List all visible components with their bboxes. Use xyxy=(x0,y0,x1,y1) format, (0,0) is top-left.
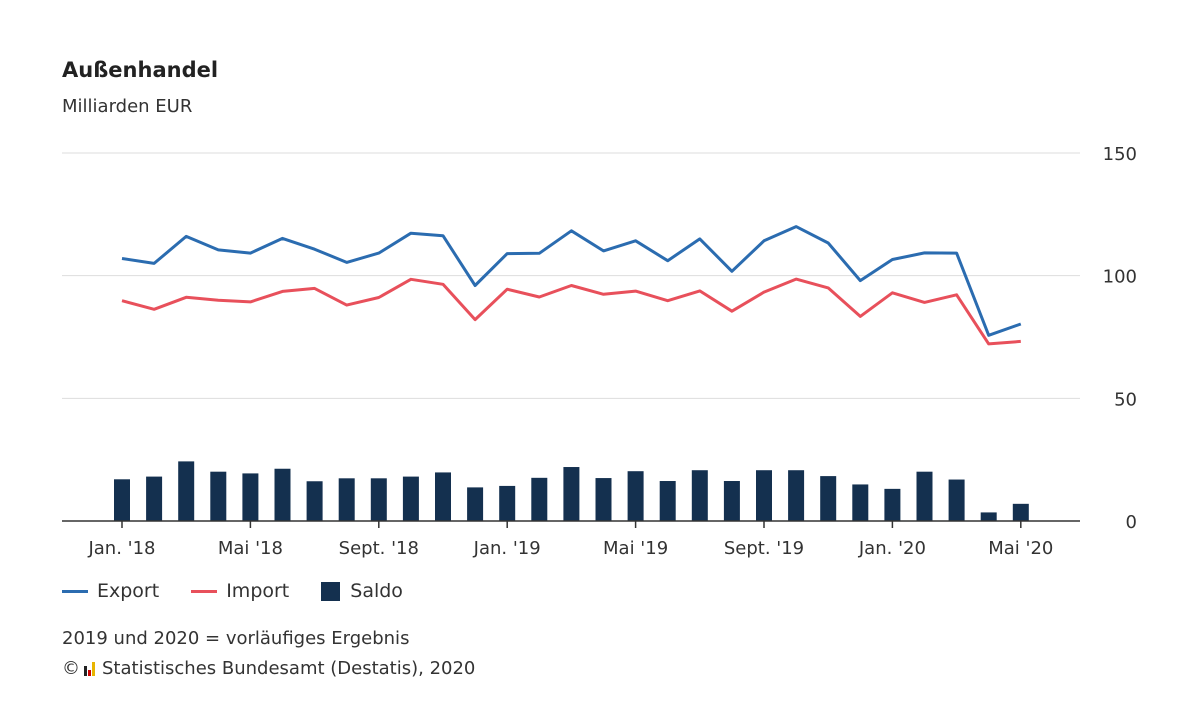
x-tick-label-28: Mai '20 xyxy=(988,538,1053,559)
x-tick-label-8: Sept. '18 xyxy=(339,538,419,559)
legend-label-saldo: Saldo xyxy=(350,580,403,602)
legend-swatch-import xyxy=(191,589,218,593)
y-tick-label-100: 100 xyxy=(1103,267,1137,288)
y-tick-label-0: 0 xyxy=(1126,512,1137,533)
bar-saldo-7 xyxy=(338,478,355,521)
x-tick-label-20: Sept. '19 xyxy=(724,538,804,559)
chart-subtitle: Milliarden EUR xyxy=(62,96,193,117)
bar-saldo-13 xyxy=(531,477,548,521)
legend-item-export: Export xyxy=(62,580,159,602)
legend-swatch-saldo xyxy=(321,581,341,601)
bar-saldo-19 xyxy=(723,481,740,521)
legend-label-import: Import xyxy=(226,580,290,602)
bar-saldo-20 xyxy=(756,470,772,521)
bar-saldo-6 xyxy=(306,481,323,521)
bar-saldo-14 xyxy=(563,467,580,521)
x-tick-label-16: Mai '19 xyxy=(603,538,668,559)
bar-saldo-27 xyxy=(980,512,997,521)
bar-saldo-9 xyxy=(402,476,419,521)
chart-legend: Export Import Saldo xyxy=(62,580,435,602)
y-tick-label-50: 50 xyxy=(1114,389,1137,410)
chart-title: Außenhandel xyxy=(62,58,219,82)
bar-saldo-16 xyxy=(627,471,644,521)
x-tick-label-0: Jan. '18 xyxy=(87,538,155,559)
line-import xyxy=(121,277,1021,346)
bar-saldo-4 xyxy=(242,473,259,521)
bar-saldo-2 xyxy=(178,461,195,521)
legend-item-saldo: Saldo xyxy=(321,580,403,602)
bar-saldo-26 xyxy=(948,479,965,521)
bar-saldo-15 xyxy=(595,478,612,521)
line-export xyxy=(121,225,1022,337)
bar-saldo-5 xyxy=(274,468,291,521)
x-tick-label-12: Jan. '19 xyxy=(473,538,541,559)
source-text: Statistisches Bundesamt (Destatis), 2020 xyxy=(102,658,476,679)
x-tick-label-4: Mai '18 xyxy=(218,538,283,559)
bar-saldo-3 xyxy=(210,471,227,521)
bar-saldo-10 xyxy=(435,472,451,521)
destatis-logo-icon xyxy=(84,661,95,676)
legend-item-import: Import xyxy=(191,580,289,602)
bar-saldo-18 xyxy=(691,470,708,521)
bar-saldo-22 xyxy=(820,476,837,521)
bar-saldo-24 xyxy=(884,488,901,521)
bar-saldo-1 xyxy=(146,476,163,521)
legend-swatch-export xyxy=(62,589,88,593)
copyright-symbol: © xyxy=(62,658,80,679)
footnote: 2019 und 2020 = vorläufiges Ergebnis xyxy=(62,628,410,649)
source-line: © Statistisches Bundesamt (Destatis), 20… xyxy=(62,658,475,679)
bar-saldo-11 xyxy=(467,487,484,521)
bar-saldo-0 xyxy=(114,479,130,521)
y-tick-label-150: 150 xyxy=(1103,144,1137,165)
bar-saldo-12 xyxy=(499,485,516,521)
bar-saldo-8 xyxy=(370,478,387,521)
x-tick-label-24: Jan. '20 xyxy=(858,538,926,559)
bar-saldo-23 xyxy=(852,484,869,521)
bar-saldo-28 xyxy=(1012,503,1029,521)
bar-saldo-17 xyxy=(659,481,676,521)
bar-saldo-25 xyxy=(916,471,933,521)
bar-saldo-21 xyxy=(788,470,805,521)
legend-label-export: Export xyxy=(97,580,160,602)
